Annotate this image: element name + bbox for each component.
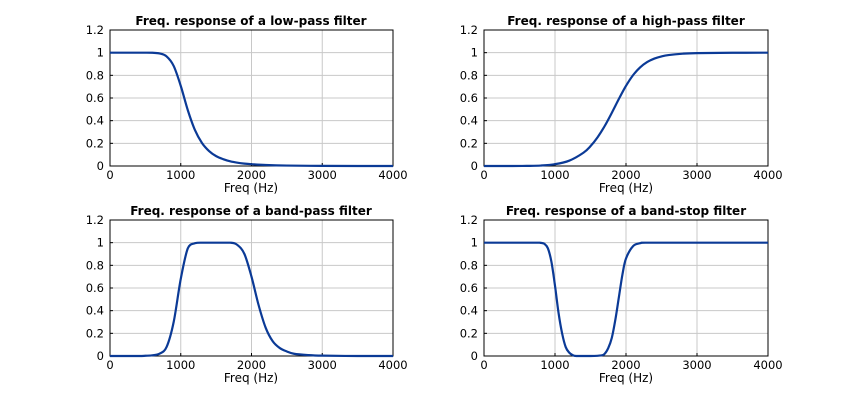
- x-tick-label: 0: [480, 358, 487, 372]
- y-tick-label: 0.8: [460, 68, 478, 82]
- y-tick-label: 0.2: [86, 326, 104, 340]
- axes-frame: [109, 219, 394, 357]
- y-tick-label: 0.2: [86, 136, 104, 150]
- x-tick-label: 4000: [378, 358, 407, 372]
- y-tick-label: 0.6: [86, 281, 104, 295]
- y-tick-label: 1: [471, 236, 478, 250]
- y-tick-label: 0.4: [460, 304, 478, 318]
- subplot-title: Freq. response of a band-stop filter: [506, 204, 746, 218]
- subplot-title: Freq. response of a high-pass filter: [507, 14, 745, 28]
- x-tick-label: 1000: [166, 358, 195, 372]
- x-tick-label: 3000: [308, 358, 337, 372]
- x-tick-label: 1000: [540, 358, 569, 372]
- y-tick-label: 0.6: [86, 91, 104, 105]
- y-tick-label: 0: [471, 349, 478, 363]
- x-axis-label: Freq (Hz): [599, 371, 653, 385]
- x-tick-label: 3000: [682, 358, 711, 372]
- y-tick-label: 1.2: [86, 23, 104, 37]
- y-tick-label: 1.2: [86, 213, 104, 227]
- y-tick-label: 0.8: [86, 258, 104, 272]
- response-curve: [484, 241, 768, 358]
- x-tick-label: 2000: [237, 168, 266, 182]
- x-axis-label: Freq (Hz): [224, 371, 278, 385]
- y-tick-label: 0.6: [460, 91, 478, 105]
- y-tick-label: 1: [97, 236, 104, 250]
- y-tick-label: 0.4: [86, 304, 104, 318]
- x-tick-label: 4000: [753, 168, 782, 182]
- x-axis-label: Freq (Hz): [224, 181, 278, 195]
- x-tick-label: 4000: [753, 358, 782, 372]
- x-tick-label: 2000: [237, 358, 266, 372]
- y-tick-label: 0.2: [460, 326, 478, 340]
- y-tick-label: 1: [471, 46, 478, 60]
- x-tick-label: 2000: [611, 168, 640, 182]
- bandstop-subplot: 0 1000 2000 3000 4000 0 0.2 0.4 0.6 0.8 1 1.2 Freq. …: [460, 204, 783, 385]
- x-tick-label: 1000: [166, 168, 195, 182]
- bandpass-subplot: 0 1000 2000 3000 4000 0 0.2 0.4 0.6 0.8 1 1.2 Freq. …: [86, 204, 408, 385]
- subplot-title: Freq. response of a band-pass filter: [130, 204, 372, 218]
- x-tick-label: 0: [106, 358, 113, 372]
- x-axis-label: Freq (Hz): [599, 181, 653, 195]
- x-tick-label: 3000: [308, 168, 337, 182]
- axes-frame: [483, 29, 769, 167]
- lowpass-subplot: 0 1000 2000 3000 4000 0 0.2 0.4 0.6 0.8 1 1.2 Freq. …: [86, 14, 408, 195]
- response-curve: [110, 51, 393, 168]
- y-tick-label: 0.2: [460, 136, 478, 150]
- y-tick-label: 1.2: [460, 213, 478, 227]
- y-tick-label: 1: [97, 46, 104, 60]
- subplot-title: Freq. response of a low-pass filter: [135, 14, 366, 28]
- axes-frame: [483, 219, 769, 357]
- y-tick-label: 0.6: [460, 281, 478, 295]
- x-tick-label: 1000: [540, 168, 569, 182]
- x-tick-label: 0: [106, 168, 113, 182]
- y-tick-label: 0: [97, 349, 104, 363]
- x-tick-label: 2000: [611, 358, 640, 372]
- y-tick-label: 0.4: [460, 114, 478, 128]
- y-tick-label: 0.8: [460, 258, 478, 272]
- response-curve: [110, 241, 393, 358]
- highpass-subplot: 0 1000 2000 3000 4000 0 0.2 0.4 0.6 0.8 1 1.2 Freq. …: [460, 14, 783, 195]
- y-tick-label: 0.8: [86, 68, 104, 82]
- y-tick-label: 0.4: [86, 114, 104, 128]
- y-tick-label: 1.2: [460, 23, 478, 37]
- axes-frame: [109, 29, 394, 167]
- x-tick-label: 4000: [378, 168, 407, 182]
- y-tick-label: 0: [97, 159, 104, 173]
- y-tick-label: 0: [471, 159, 478, 173]
- response-curve: [484, 51, 769, 168]
- x-tick-label: 0: [480, 168, 487, 182]
- x-tick-label: 3000: [682, 168, 711, 182]
